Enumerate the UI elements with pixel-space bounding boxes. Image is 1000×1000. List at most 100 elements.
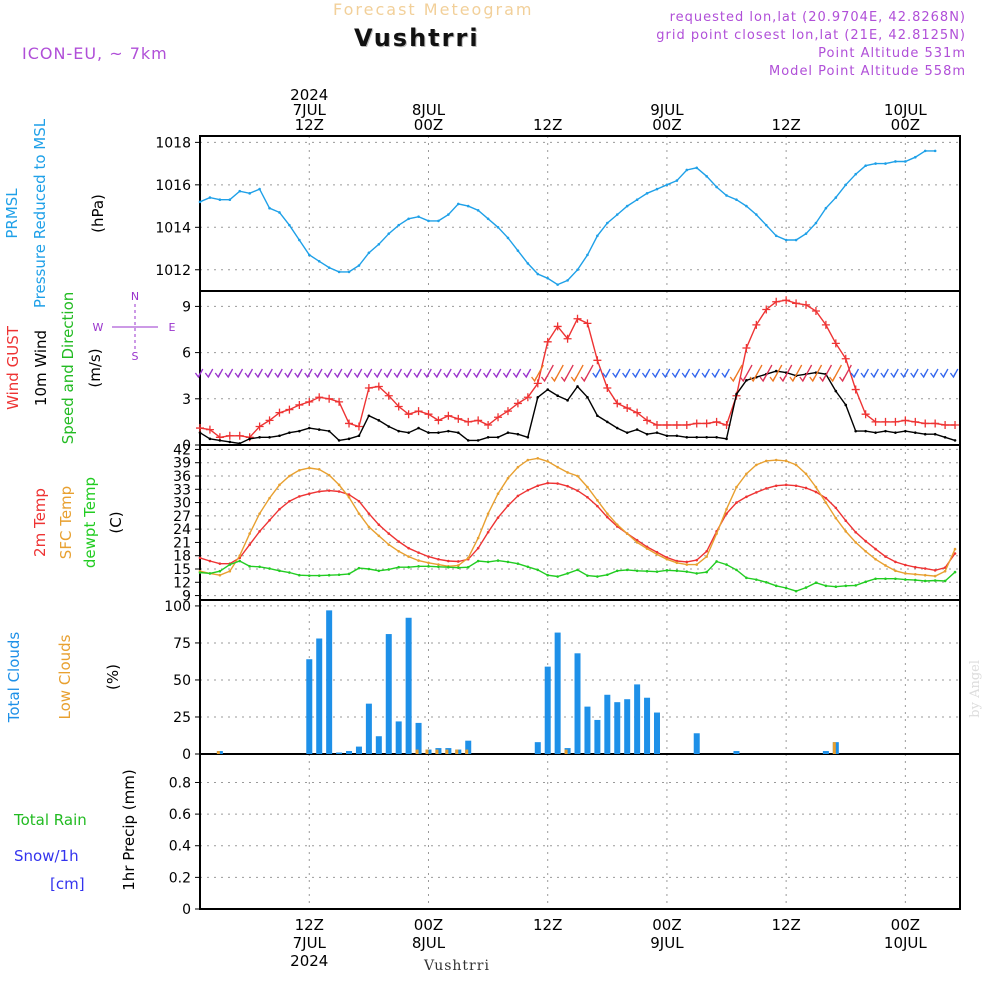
pressure-series-point — [397, 223, 400, 227]
pressure-series-point — [735, 198, 738, 201]
gust-series-point — [444, 411, 453, 420]
gust-series-point — [205, 425, 214, 434]
dewpt-series-point — [774, 584, 778, 588]
temp2m-series-point — [218, 562, 222, 565]
pressure-series-point — [317, 259, 321, 263]
wind-arrow-head — [839, 376, 846, 383]
pressure-series-point — [486, 217, 490, 221]
wind-direction-arrows — [194, 364, 959, 383]
sfc-temp-series-point — [288, 474, 291, 478]
dewpt-series-point — [327, 573, 331, 577]
wind-arrow-head — [711, 372, 718, 379]
sfc-temp-series-point — [466, 556, 470, 560]
gust-series-point — [265, 416, 274, 425]
pressure-series-point — [357, 264, 361, 267]
wind-speed-series-point — [655, 431, 659, 434]
pressure-series — [198, 149, 937, 286]
dewpt-series-point — [476, 559, 480, 563]
wind-arrow-head — [890, 372, 897, 379]
legend-total-rain: Total Rain — [13, 811, 87, 829]
wind-arrow-head — [482, 372, 490, 379]
temp2m-series-point — [476, 546, 480, 550]
sfc-temp-series-point — [367, 525, 371, 529]
y-tick-label: 0.4 — [169, 839, 191, 855]
temp2m-series-point — [407, 546, 410, 550]
wind-speed-series-point — [387, 425, 391, 428]
total-cloud-bar — [355, 746, 362, 754]
wind-arrow-head — [920, 372, 927, 379]
dewpt-series-point — [794, 589, 798, 593]
temp2m-series-point — [854, 530, 857, 534]
pressure-series-point — [705, 175, 708, 178]
dewpt-series-point — [665, 569, 669, 572]
wind-speed-series-point — [476, 439, 480, 442]
temp2m-series-point — [526, 488, 530, 492]
sfc-temp-series — [198, 456, 957, 578]
wind-arrow-head — [314, 372, 321, 379]
sfc-temp-series-point — [298, 468, 301, 472]
wind-speed-series-point — [943, 436, 947, 439]
dewpt-series-point — [427, 565, 430, 568]
panel-label-temperature: (C) — [107, 511, 125, 533]
temp2m-series-point — [486, 530, 490, 534]
dewpt-series-point — [198, 571, 202, 574]
temp2m-series-point — [904, 563, 907, 567]
wind-arrow-head — [691, 372, 698, 379]
wind-arrow-head — [204, 372, 211, 379]
gust-series-point — [275, 408, 284, 417]
wind-speed-series-point — [586, 395, 589, 399]
meteogram-subtitle: Forecast Meteogram — [333, 0, 534, 19]
gust-series-point — [742, 343, 751, 352]
dewpt-series-point — [615, 569, 619, 573]
compass-s: S — [132, 350, 139, 363]
dewpt-series-point — [397, 565, 400, 569]
temp2m-series-point — [576, 489, 579, 492]
sfc-temp-series-point — [874, 557, 877, 561]
pressure-series-point — [288, 223, 291, 227]
y-tick-label: 36 — [173, 469, 191, 485]
pressure-series-point — [447, 213, 450, 216]
pressure-series-point — [695, 166, 699, 170]
sfc-temp-series-point — [695, 563, 699, 566]
y-tick-label: 50 — [173, 673, 191, 689]
wind-arrow-head — [304, 372, 311, 379]
wind-speed-series-point — [417, 426, 420, 430]
wind-speed-series — [198, 369, 957, 445]
total-cloud-bar — [385, 634, 392, 754]
y-tick-label: 0.8 — [169, 775, 191, 791]
wind-speed-series-point — [705, 436, 708, 439]
pressure-series-point — [655, 187, 659, 191]
panel-clouds: 0 25 50 75 100 — [164, 599, 961, 763]
sfc-temp-series-point — [596, 499, 599, 502]
pressure-series-point — [457, 202, 460, 206]
pressure-series-point — [536, 272, 540, 276]
wind-speed-series-point — [625, 431, 629, 434]
model-name: ICON-EU, ~ 7km — [22, 44, 168, 63]
dewpt-series-point — [735, 568, 738, 572]
temp2m-series-point — [268, 518, 271, 522]
gust-series-point — [841, 354, 850, 363]
wind-arrow-head — [214, 372, 221, 379]
pressure-series-point — [894, 160, 897, 163]
wind-speed-series-point — [735, 392, 738, 396]
panel-label-wind: Wind GUST — [4, 325, 22, 410]
pressure-series-point — [645, 192, 649, 195]
dewpt-series-point — [745, 576, 748, 580]
sfc-temp-series-point — [337, 483, 341, 487]
dewpt-series-point — [546, 573, 550, 577]
wind-arrow-head — [522, 372, 529, 379]
dewpt-series-point — [715, 560, 718, 563]
y-tick-label: 3 — [182, 392, 191, 408]
dewpt-series-point — [824, 584, 828, 588]
temp2m-series-point — [635, 538, 639, 542]
gust-series-point — [921, 419, 930, 428]
gust-series-point — [672, 420, 681, 429]
sfc-temp-series-point — [943, 569, 947, 573]
panel-label-clouds: Low Clouds — [56, 634, 74, 719]
gust-series-point — [285, 405, 294, 414]
total-cloud-bar — [604, 694, 611, 754]
panel-label-clouds: (%) — [104, 664, 122, 690]
sfc-temp-series-point — [884, 564, 887, 567]
wind-arrow-head — [433, 372, 440, 379]
sfc-temp-series-point — [685, 563, 689, 566]
